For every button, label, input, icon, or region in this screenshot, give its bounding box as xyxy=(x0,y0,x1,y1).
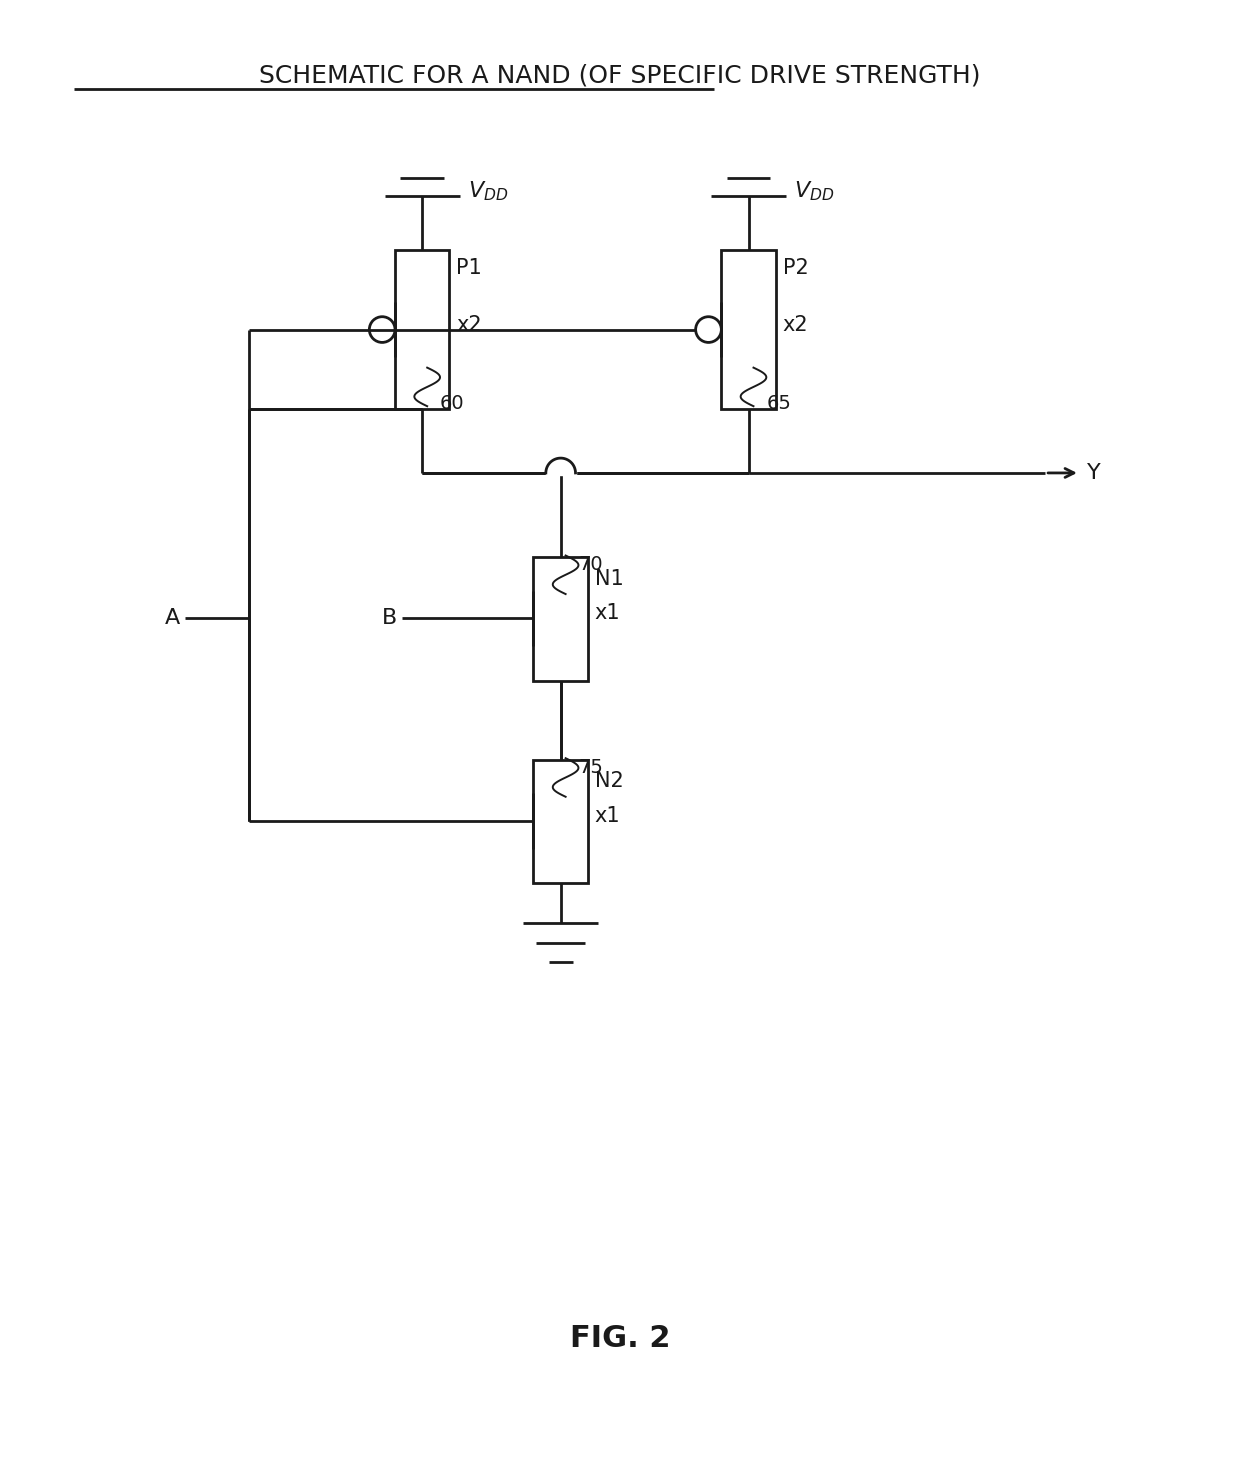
Text: N1: N1 xyxy=(595,568,624,589)
Bar xyxy=(533,557,588,681)
Text: x2: x2 xyxy=(782,315,808,334)
Bar xyxy=(722,251,776,409)
Text: A: A xyxy=(165,608,180,628)
Text: 65: 65 xyxy=(766,394,791,413)
Text: P2: P2 xyxy=(782,258,808,278)
Text: 70: 70 xyxy=(579,555,603,574)
Bar xyxy=(533,760,588,883)
Text: FIG. 2: FIG. 2 xyxy=(569,1324,671,1352)
Text: x2: x2 xyxy=(456,315,482,334)
Text: 60: 60 xyxy=(440,394,465,413)
Text: 75: 75 xyxy=(579,757,604,776)
Text: SCHEMATIC FOR A NAND (OF SPECIFIC DRIVE STRENGTH): SCHEMATIC FOR A NAND (OF SPECIFIC DRIVE … xyxy=(259,63,981,88)
Text: x1: x1 xyxy=(595,604,620,623)
Text: x1: x1 xyxy=(595,806,620,826)
Bar xyxy=(396,251,449,409)
Text: $V_{DD}$: $V_{DD}$ xyxy=(794,179,835,204)
Text: $V_{DD}$: $V_{DD}$ xyxy=(467,179,508,204)
Text: P1: P1 xyxy=(456,258,482,278)
Text: N2: N2 xyxy=(595,772,624,791)
Text: B: B xyxy=(382,608,398,628)
Text: Y: Y xyxy=(1086,463,1100,483)
